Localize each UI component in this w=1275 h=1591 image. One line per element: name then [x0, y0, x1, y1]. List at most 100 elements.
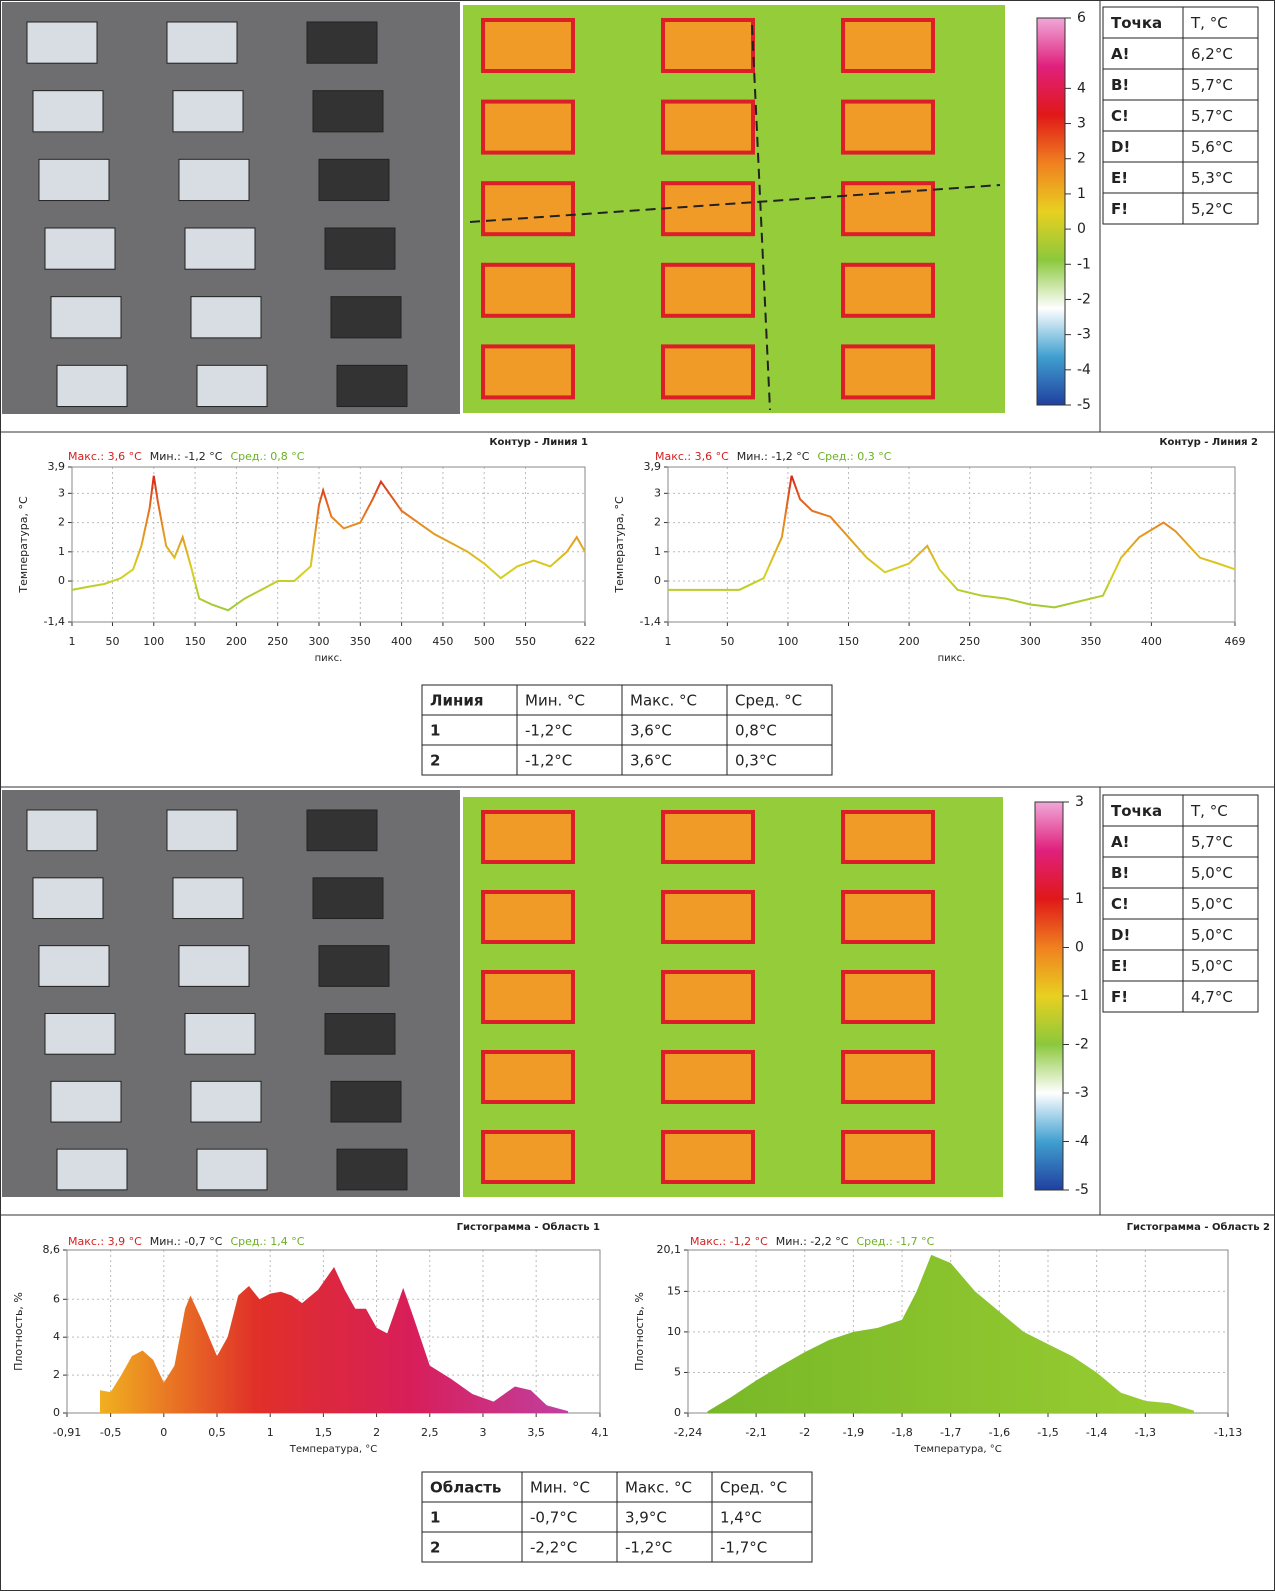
x-tick-label: 400 — [1141, 635, 1162, 648]
table-cell — [616, 1531, 713, 1563]
table-cell — [711, 1531, 813, 1563]
table: Область Мин. °C Макс. °C Сред. °C 1 -0,7°C 3,9… — [421, 1471, 813, 1563]
table-cell — [421, 1471, 523, 1503]
table-cell — [1102, 192, 1184, 225]
cell-text: 5,2°C — [1191, 200, 1233, 218]
x-axis-label: Температура, °C — [289, 1444, 378, 1455]
cell-text: Линия — [430, 692, 483, 710]
photo-window — [190, 296, 262, 339]
x-tick-label: -2,24 — [674, 1426, 702, 1439]
photo-window — [184, 1013, 256, 1055]
x-tick-label: 3 — [479, 1426, 486, 1439]
photo-window — [184, 227, 256, 270]
color-scale — [1036, 17, 1066, 406]
cell-text: D! — [1111, 926, 1130, 944]
photo-window — [312, 90, 384, 133]
x-tick-label: 300 — [309, 635, 330, 648]
cell-text: 5,7°C — [1191, 107, 1233, 125]
x-tick-label: 1,5 — [315, 1426, 333, 1439]
table-cell — [1102, 825, 1184, 858]
y-tick-label: 3 — [58, 486, 65, 499]
stat: Мин.: -2,2 °C — [776, 1235, 849, 1248]
thermal-window — [841, 344, 935, 400]
x-tick-label: 2 — [373, 1426, 380, 1439]
thermal-window — [481, 1050, 575, 1104]
table-cell — [1182, 6, 1259, 39]
thermal-window — [661, 99, 755, 155]
photo-window — [166, 21, 238, 64]
thermal-window — [481, 970, 575, 1024]
plot-frame — [71, 466, 586, 623]
cell-text: F! — [1111, 988, 1128, 1006]
table-cell — [521, 1501, 618, 1533]
y-tick-label: 10 — [667, 1325, 681, 1338]
photo-window — [26, 809, 98, 852]
table-cell — [1182, 99, 1259, 132]
table-cell — [1102, 68, 1184, 101]
x-tick-label: 0,5 — [208, 1426, 226, 1439]
cell-text: Точка — [1111, 802, 1162, 820]
scale-label: 6 — [1077, 10, 1086, 26]
cell-text: 3,9°C — [625, 1509, 667, 1527]
cell-text: 2 — [430, 752, 440, 770]
table-cell — [1182, 825, 1259, 858]
x-axis-label: Температура, °C — [913, 1444, 1002, 1455]
stat: Макс.: -1,2 °C — [690, 1235, 768, 1248]
cell-text: 4,7°C — [1191, 988, 1233, 1006]
profile-line — [668, 475, 1236, 609]
chart-stats: Макс.: 3,6 °C Мин.: -1,2 °C Сред.: 0,8 °C — [68, 450, 305, 463]
profile-line — [751, 24, 771, 411]
cell-text: 3,6°C — [630, 722, 672, 740]
thermal-window — [841, 262, 935, 318]
x-tick-label: 50 — [720, 635, 734, 648]
x-tick-label: 1 — [665, 635, 672, 648]
thermal-window — [661, 1130, 755, 1184]
cell-text: 6,2°C — [1191, 45, 1233, 63]
photo-window — [44, 227, 116, 270]
y-tick-label: 4 — [53, 1330, 60, 1343]
x-tick-label: 500 — [474, 635, 495, 648]
y-tick-label: 1 — [58, 545, 65, 558]
photo-window — [306, 809, 378, 852]
y-tick-label: 0 — [674, 1406, 681, 1419]
photo — [2, 2, 460, 414]
x-tick-label: 3,5 — [527, 1426, 545, 1439]
photo-window — [336, 364, 408, 408]
y-tick-label: 15 — [667, 1284, 681, 1297]
cell-text: 5,7°C — [1191, 76, 1233, 94]
table-cell — [621, 744, 728, 776]
plot-frame — [667, 466, 1236, 623]
x-tick-label: 250 — [267, 635, 288, 648]
stat: Сред.: 0,3 °C — [817, 450, 891, 463]
table-cell — [1102, 161, 1184, 194]
photo-window — [32, 877, 104, 920]
x-tick-label: -1,5 — [1037, 1426, 1058, 1439]
x-tick-label: -0,5 — [100, 1426, 121, 1439]
photo-window — [26, 21, 98, 64]
stat: Макс.: 3,6 °C — [68, 450, 142, 463]
table: Точка T, °C A! 6,2°C B! 5,7°C C! 5,7°C D! 5,6°C E!… — [1102, 6, 1259, 225]
chart-title: Контур - Линия 1 — [489, 437, 588, 448]
cell-text: -1,2°C — [525, 722, 572, 740]
thermal-window — [481, 344, 575, 400]
thermal-window — [481, 890, 575, 944]
x-tick-label: 1 — [267, 1426, 274, 1439]
x-axis-label: пикс. — [938, 653, 966, 664]
scale-label: -5 — [1077, 397, 1091, 413]
scale-label: -3 — [1077, 327, 1091, 343]
thermal-window — [661, 262, 755, 318]
x-tick-label: -2 — [799, 1426, 810, 1439]
profile-line — [469, 184, 1001, 223]
photo-window — [172, 877, 244, 920]
scale-label: 1 — [1077, 186, 1086, 202]
scale-label: -2 — [1075, 1037, 1089, 1053]
thermal-window — [841, 970, 935, 1024]
cell-text: 1,4°C — [720, 1509, 762, 1527]
scale-label: -5 — [1075, 1182, 1089, 1198]
y-tick-label: 1 — [654, 545, 661, 558]
table-cell — [1182, 68, 1259, 101]
thermal-window — [481, 1130, 575, 1184]
cell-text: -1,7°C — [720, 1539, 767, 1557]
cell-text: T, °C — [1190, 802, 1228, 820]
